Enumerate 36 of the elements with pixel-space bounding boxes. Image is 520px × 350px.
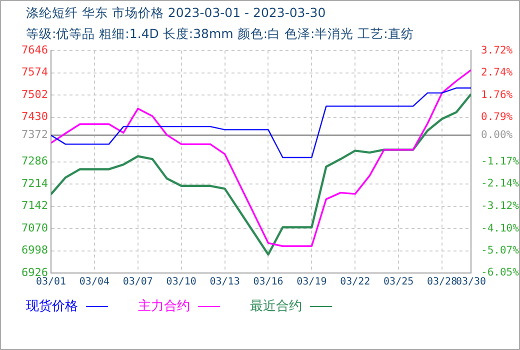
x-tick-label: 03/19	[296, 276, 327, 288]
y-tick-label: 7372	[22, 128, 48, 142]
x-tick-label: 03/16	[253, 276, 284, 288]
y-tick-label: 7142	[22, 199, 48, 212]
x-tick-label: 03/13	[210, 276, 240, 288]
y-tick-label: 7070	[22, 221, 48, 234]
legend-label: 最近合约	[250, 298, 302, 315]
x-tick-label: 03/04	[79, 276, 110, 288]
y2-tick-label: 0.00%	[481, 129, 514, 142]
y2-tick-label: 2.74%	[481, 66, 514, 79]
x-tick-label: 03/07	[122, 276, 153, 288]
y-tick-label: 7574	[22, 66, 48, 79]
x-tick-label: 03/10	[166, 276, 196, 288]
y-tick-label: 7646	[22, 43, 48, 56]
y2-tick-label: -3.12%	[481, 200, 520, 212]
y2-tick-label: 1.76%	[481, 88, 514, 101]
x-tick-label: 03/01	[36, 276, 66, 288]
legend-label: 主力合约	[138, 298, 190, 315]
y-tick-label: 7214	[22, 176, 48, 190]
y2-tick-label: -2.14%	[481, 178, 520, 190]
x-tick-label: 03/28	[426, 276, 458, 288]
y-tick-label: 7430	[22, 110, 48, 124]
y2-tick-label: -1.17%	[481, 156, 520, 168]
chart-subtitle: 等级:优等品 粗细:1.4D 长度:38mm 颜色:白 色泽:半消光 工艺:直纺	[26, 26, 414, 43]
y-tick-label: 7502	[22, 88, 48, 101]
y-tick-label: 6998	[22, 244, 48, 257]
legend-label: 现货价格	[26, 298, 78, 315]
x-tick-label: 03/22	[340, 276, 370, 288]
y-tick-label: 7286	[22, 154, 48, 168]
y2-tick-label: -5.07%	[481, 244, 520, 256]
x-tick-label: 03/30	[456, 276, 486, 288]
y2-tick-label: -4.10%	[481, 222, 520, 234]
y2-tick-label: 0.79%	[481, 111, 514, 124]
chart-title: 涤纶短纤 华东 市场价格 2023-03-01 - 2023-03-30	[26, 5, 326, 22]
x-tick-label: 03/25	[384, 276, 414, 288]
y2-tick-label: 3.72%	[481, 44, 514, 56]
